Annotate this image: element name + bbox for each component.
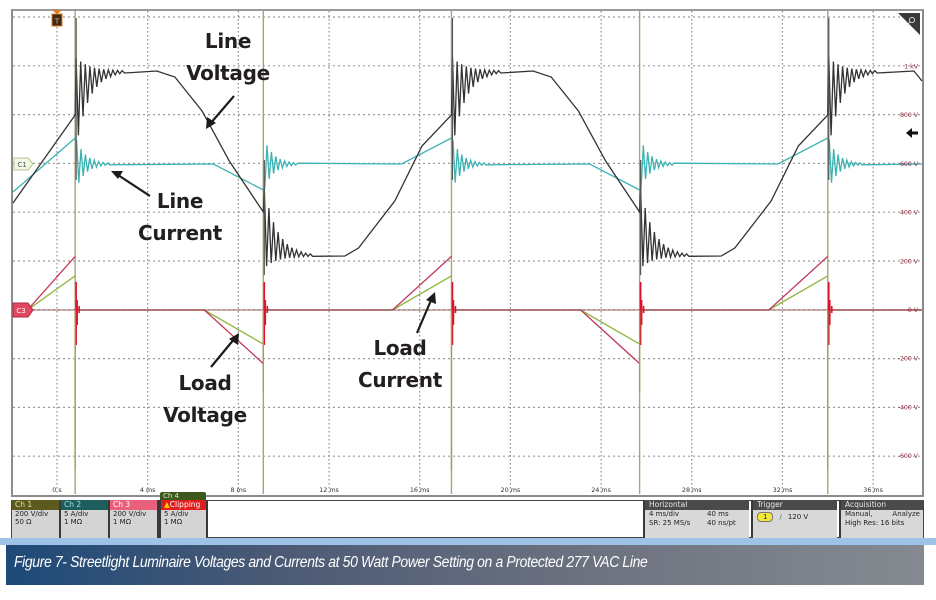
annotation-line-current-line1: Line [156,189,204,213]
annotation-arrows [111,95,436,368]
time-tick-label: 24 ms [591,486,611,494]
annotation-load-current-line1: Load [373,336,427,360]
horizontal-sample-rate: SR: 25 MS/s [649,518,691,527]
annotation-load-voltage-line1: Load [178,371,232,395]
ch2-marker-label: C1 [17,161,26,169]
horizontal-resolution: 40 ns/pt [707,518,736,527]
acquisition-analyze: Analyze [892,510,920,518]
time-tick-label: 0 s [52,486,62,494]
ch4-tab[interactable]: Ch 4 [160,492,206,501]
ch2-badge[interactable]: Ch 2 5 A/div 1 MΩ [61,500,110,538]
ch3-badge[interactable]: Ch 3 200 V/div 1 MΩ [110,500,159,538]
acquisition-resolution: High Res: 16 bits [845,518,905,527]
time-tick-label: 36 ms [863,486,883,494]
time-tick-label: 12 ms [319,486,339,494]
voltage-tick-label: 800 V [900,112,919,119]
ch3-impedance: 1 MΩ [113,518,132,526]
voltage-tick-label: -200 V [898,356,919,363]
zoom-corner-icon[interactable] [898,13,920,35]
horizontal-panel-title: Horizontal [645,500,749,510]
time-tick-label: 28 ms [682,486,702,494]
trigger-slope-icon: / [779,512,782,521]
time-tick-label: 20 ms [501,486,521,494]
horizontal-panel[interactable]: Horizontal 4 ms/div 40 ms SR: 25 MS/s 40 n… [643,500,749,538]
annotation-line-current-line2: Current [138,221,222,245]
ch1-badge-header: Ch 1 [12,500,59,510]
warning-icon: ▲ [164,500,170,509]
annotation-line-voltage: Line Voltage [183,25,273,89]
trigger-level: 120 V [787,512,809,521]
ch1-badge[interactable]: Ch 1 200 V/div 50 Ω [12,500,61,538]
ch4-badge[interactable]: ▲Clipping 5 A/div 1 MΩ [159,500,208,538]
annotation-line-current: Line Current [130,185,230,249]
trigger-level-arrow-icon[interactable] [906,128,918,138]
ch4-clipping-warning: ▲Clipping [161,500,206,510]
time-tick-label: 4 ms [140,486,156,494]
ch2-badge-header: Ch 2 [61,500,108,510]
ch3-badge-header: Ch 3 [110,500,157,510]
ch1-impedance: 50 Ω [15,518,32,526]
voltage-tick-label: 1 kV [904,64,918,71]
voltage-axis-labels: 1 kV 800 V 600 V 400 V 200 V 0 V -200 V -400 V -… [898,64,919,461]
figure-caption-bar: Figure 7- Streetlight Luminaire Voltages… [6,545,924,585]
waveform-display-frame [11,9,924,497]
time-tick-label: 32 ms [773,486,793,494]
caption-accent-band [0,538,936,545]
horizontal-scale: 4 ms/div [649,510,680,518]
ch3-marker-label: C3 [16,307,25,315]
acquisition-panel-title: Acquisition [841,500,923,510]
voltage-tick-label: -400 V [898,404,919,411]
voltage-tick-label: -600 V [898,453,919,460]
ch4-tab-label: Ch 4 [163,492,180,500]
figure-caption: Figure 7- Streetlight Luminaire Voltages… [14,554,648,571]
annotation-load-current-line2: Current [358,368,442,392]
annotation-line-voltage-line1: Line [204,29,252,53]
graticule [13,11,922,494]
acquisition-mode: Manual, [845,510,873,518]
ch2-scale: 5 A/div [64,510,89,518]
ch2-impedance: 1 MΩ [64,518,83,526]
voltage-tick-label: 200 V [900,258,919,265]
voltage-tick-label: 600 V [900,161,919,168]
time-tick-label: 16 ms [410,486,430,494]
ch3-scale: 200 V/div [113,510,147,518]
time-tick-label: 8 ms [231,486,247,494]
trigger-panel-title: Trigger [753,500,837,510]
annotation-load-voltage: Load Voltage [160,367,250,431]
trigger-source-badge: 1 [757,512,774,522]
ch4-impedance: 1 MΩ [164,518,183,526]
trigger-marker-label: T [54,18,60,26]
voltage-tick-label: 0 V [908,307,919,314]
annotation-line-voltage-line2: Voltage [186,61,270,85]
voltage-tick-label: 400 V [900,210,919,217]
ch3-reference-marker[interactable]: C3 [12,302,34,318]
horizontal-record-length: 40 ms [707,510,729,518]
ch4-scale: 5 A/div [164,510,189,518]
ch4-status: Clipping [169,500,201,509]
trigger-panel[interactable]: Trigger 1 / 120 V [751,500,837,538]
annotation-load-current: Load Current [350,332,450,396]
trigger-position-marker[interactable]: T [51,10,63,27]
annotation-load-voltage-line2: Voltage [163,403,247,427]
ch1-scale: 200 V/div [15,510,49,518]
ch2-reference-marker[interactable]: C1 [13,157,34,171]
waveform-plot: 1 kV 800 V 600 V 400 V 200 V 0 V -200 V -400 V -… [12,10,923,494]
acquisition-panel[interactable]: Acquisition Manual, Analyze High Res: 16 … [839,500,923,538]
time-axis-labels: 0 s 4 ms 8 ms 12 ms 16 ms 20 ms 24 ms 28 ms 32 m… [52,486,883,494]
